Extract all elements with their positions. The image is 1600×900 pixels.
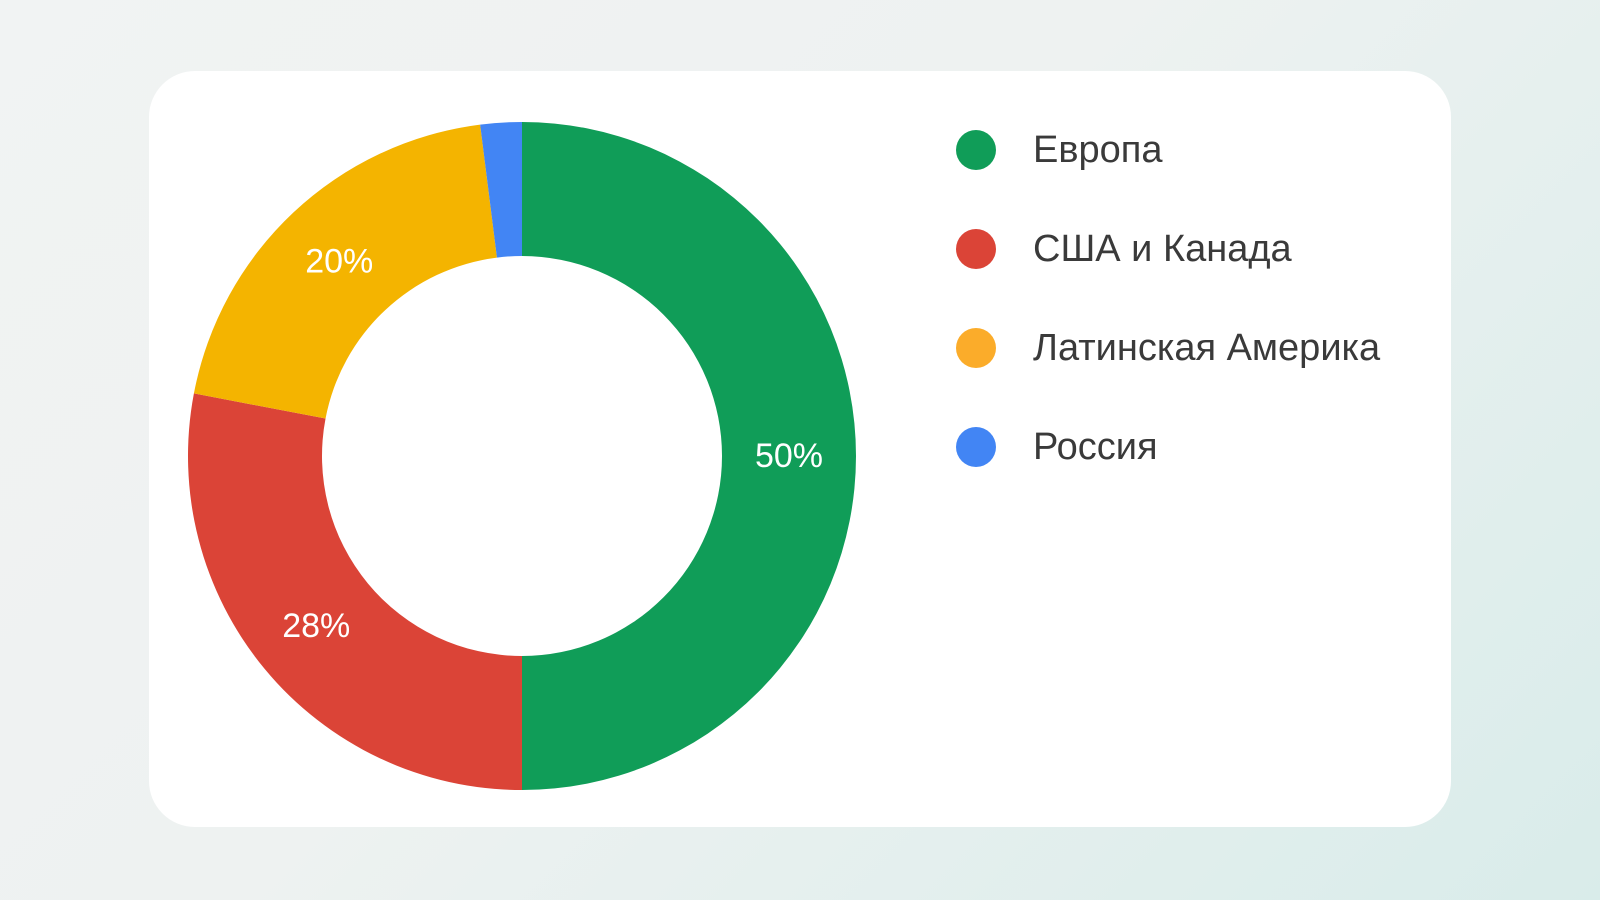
donut-slices [187,122,856,790]
legend-item-4: Россия [956,419,1380,475]
slice-data-label-2: 28% [282,607,350,645]
legend-swatch [956,427,996,467]
donut-slice-2 [187,393,522,790]
legend-label: США и Канада [1033,227,1292,270]
legend-label: Россия [1033,425,1158,468]
donut-slice-1 [522,122,856,790]
legend-item-2: США и Канада [956,221,1380,277]
legend-swatch [956,328,996,368]
slice-data-label-3: 20% [305,242,373,280]
legend-swatch [956,130,996,170]
chart-legend: Европа США и Канада Латинская Америка Росси… [956,122,1380,518]
legend-label: Европа [1033,128,1163,171]
legend-item-1: Европа [956,122,1380,178]
legend-label: Латинская Америка [1033,326,1381,369]
donut-slice-4 [480,122,522,258]
legend-item-3: Латинская Америка [956,320,1380,376]
donut-slice-labels: 50% 28% 20% [282,242,823,645]
donut-slice-3 [193,124,497,419]
slice-data-label-1: 50% [755,437,823,475]
legend-swatch [956,229,996,269]
